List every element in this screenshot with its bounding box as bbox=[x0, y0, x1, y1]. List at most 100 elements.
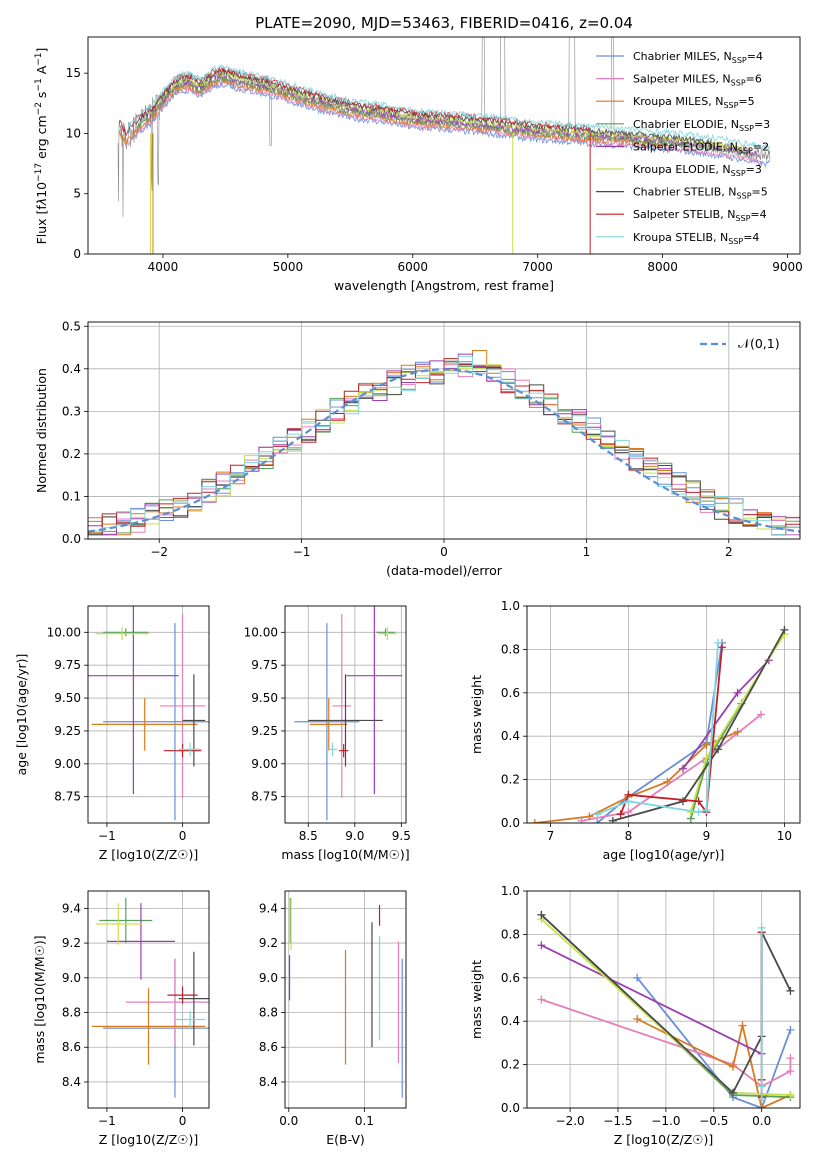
y-tick-label: 8.75 bbox=[251, 790, 278, 804]
weight-point-chabrier-stelib bbox=[728, 1088, 737, 1097]
model-spectrum-chabrier-stelib bbox=[135, 68, 713, 145]
weight-point-salpeter-stelib bbox=[718, 643, 726, 652]
x-tick-label: 8 bbox=[625, 829, 633, 843]
plot-area bbox=[288, 897, 403, 1098]
y-tick-label: 0.2 bbox=[501, 1058, 520, 1072]
weight-point-kroupa-elodie bbox=[786, 1090, 795, 1099]
weight-point-salpeter-stelib bbox=[694, 797, 703, 806]
legend-label: Kroupa STELIB, NSSP=4 bbox=[633, 231, 759, 246]
y-tick-label: 9.25 bbox=[54, 724, 81, 738]
x-tick-label: 1 bbox=[583, 545, 591, 559]
normal-reference-curve bbox=[88, 368, 800, 533]
y-tick-label: 8.4 bbox=[259, 1075, 278, 1089]
weight-point-chabrier-stelib bbox=[780, 625, 789, 634]
weight-point-chabrier-stelib bbox=[608, 816, 617, 823]
weight-point-kroupa-stelib bbox=[694, 808, 703, 817]
legend-label: Salpeter MILES, NSSP=6 bbox=[633, 73, 762, 88]
x-axis-label: age [log10(age/yr)] bbox=[603, 847, 725, 862]
x-tick-label: 9 bbox=[703, 829, 711, 843]
grid bbox=[88, 891, 209, 1108]
y-tick-label: 0.4 bbox=[501, 729, 520, 743]
y-tick-label: 9.4 bbox=[259, 901, 278, 915]
y-tick-label: 0.5 bbox=[62, 319, 81, 333]
weight-point-kroupa-miles bbox=[663, 777, 672, 786]
y-tick-label: 0.0 bbox=[501, 1101, 520, 1115]
legend-label: 𝒩(0,1) bbox=[738, 336, 780, 351]
x-tick-label: 6000 bbox=[397, 260, 428, 274]
age-vs-mass-panel: 8.5 9.0 9.5 8.75 9.00 9.25 9.50 9.75 10.00 mass [… bbox=[244, 605, 411, 862]
x-tick-label: 0.0 bbox=[752, 1114, 771, 1128]
y-tick-label: 9.50 bbox=[54, 691, 81, 705]
x-tick-label: 0 bbox=[179, 1114, 187, 1128]
axes-frame bbox=[526, 890, 801, 1109]
weight-point-kroupa-miles bbox=[530, 819, 539, 823]
x-tick-label: 9.5 bbox=[392, 829, 411, 843]
y-tick-label: 8.6 bbox=[62, 1040, 81, 1054]
y-tick-label: 9.00 bbox=[54, 757, 81, 771]
plot-area bbox=[91, 897, 209, 1098]
legend-label: Kroupa ELODIE, NSSP=3 bbox=[633, 163, 762, 178]
x-axis-label: mass [log10(M/M☉)] bbox=[281, 847, 409, 862]
y-tick-label: 10.00 bbox=[47, 625, 81, 639]
weight-point-salpeter-stelib bbox=[616, 810, 625, 819]
y-axis-label: Flux [fλ10−17 erg cm−2 s−1 A−1] bbox=[34, 48, 49, 245]
y-tick-label: 0.1 bbox=[62, 489, 81, 503]
y-tick-label: 8.8 bbox=[259, 1006, 278, 1020]
x-axis-label: E(B-V) bbox=[326, 1132, 365, 1147]
weight-point-salpeter-miles bbox=[786, 1054, 795, 1063]
y-tick-label: 1.0 bbox=[501, 884, 520, 898]
weight-point-salpeter-miles bbox=[537, 995, 546, 1004]
figure-title: PLATE=2090, MJD=53463, FIBERID=0416, z=0… bbox=[255, 14, 633, 32]
weight-point-salpeter-elodie bbox=[537, 941, 546, 950]
model-spectrum-kroupa-miles bbox=[118, 77, 670, 150]
legend-label: Chabrier ELODIE, NSSP=3 bbox=[633, 118, 770, 133]
weight-point-kroupa-stelib bbox=[624, 797, 633, 806]
x-tick-label: 9000 bbox=[772, 260, 803, 274]
legend-label: Chabrier STELIB, NSSP=5 bbox=[633, 186, 768, 201]
y-axis-label: mass [log10(M/M☉)] bbox=[32, 935, 47, 1063]
weight-point-kroupa-miles bbox=[585, 812, 594, 821]
y-tick-label: 9.0 bbox=[259, 971, 278, 985]
weight-point-chabrier-stelib bbox=[786, 986, 795, 995]
x-tick-label: −2.0 bbox=[556, 1114, 585, 1128]
plot-area bbox=[88, 350, 800, 536]
x-tick-label: −1 bbox=[98, 829, 116, 843]
mass-vs-z-panel: −1 0 8.4 8.6 8.8 9.0 9.2 9.4 Z [log10(Z/Z☉)] mass… bbox=[32, 890, 210, 1147]
x-tick-label: 8000 bbox=[647, 260, 678, 274]
y-tick-label: 0.2 bbox=[501, 773, 520, 787]
weight-point-kroupa-stelib bbox=[757, 923, 766, 932]
y-tick-label: 0.8 bbox=[501, 927, 520, 941]
weight-point-kroupa-miles bbox=[757, 1104, 766, 1108]
y-tick-label: 9.2 bbox=[62, 936, 81, 950]
y-tick-label: 1.0 bbox=[501, 599, 520, 613]
weight-point-chabrier-stelib bbox=[537, 910, 546, 919]
y-tick-label: 15 bbox=[66, 66, 81, 80]
y-tick-label: 8.6 bbox=[259, 1040, 278, 1054]
x-axis-label: wavelength [Angstrom, rest frame] bbox=[334, 278, 554, 293]
axes-frame bbox=[87, 605, 210, 824]
x-tick-label: 9.0 bbox=[345, 829, 364, 843]
weight-point-kroupa-miles bbox=[738, 1021, 747, 1030]
weight-point-chabrier-miles bbox=[593, 819, 602, 823]
x-axis-label: Z [log10(Z/Z☉)] bbox=[99, 847, 199, 862]
x-tick-label: 5000 bbox=[273, 260, 304, 274]
plot-area bbox=[88, 606, 209, 821]
weight-point-chabrier-stelib bbox=[714, 745, 723, 754]
histogram-salpeter-stelib bbox=[88, 358, 800, 536]
weight-point-salpeter-miles bbox=[624, 808, 633, 817]
axes-frame bbox=[284, 605, 407, 824]
plot-area bbox=[117, 37, 771, 254]
x-axis-label: (data-model)/error bbox=[386, 563, 503, 578]
y-tick-label: 9.2 bbox=[259, 936, 278, 950]
y-tick-label: 0.0 bbox=[62, 532, 81, 546]
y-axis-label: age [log10(age/yr)] bbox=[14, 654, 29, 776]
plot-area bbox=[294, 606, 403, 821]
y-tick-label: 0.6 bbox=[501, 686, 520, 700]
weight-point-kroupa-stelib bbox=[757, 1095, 766, 1104]
weight-line-chabrier-stelib bbox=[612, 629, 786, 822]
legend-label: Kroupa MILES, NSSP=5 bbox=[633, 95, 755, 110]
x-tick-label: −1.0 bbox=[651, 1114, 680, 1128]
x-tick-label: 8.5 bbox=[299, 829, 318, 843]
legend-label: Salpeter ELODIE, NSSP=2 bbox=[633, 140, 769, 155]
weight-point-kroupa-miles bbox=[733, 727, 742, 736]
